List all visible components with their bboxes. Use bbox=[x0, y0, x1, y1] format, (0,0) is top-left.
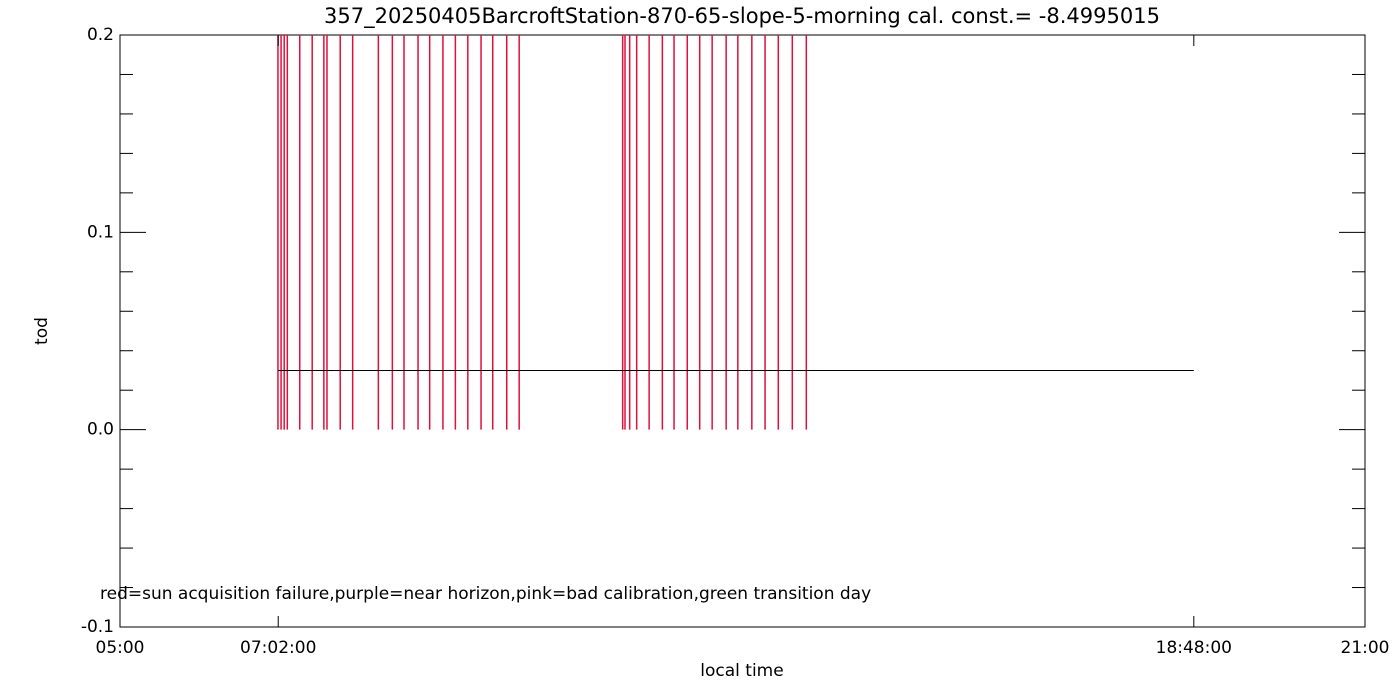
annotation: red=sun acquisition failure,purple=near … bbox=[100, 584, 871, 604]
x-tick-label: 07:02:00 bbox=[240, 638, 316, 658]
x-tick-label: 05:00 bbox=[96, 638, 145, 658]
y-axis-label: tod bbox=[32, 317, 52, 345]
y-tick-label: 0.0 bbox=[87, 420, 114, 440]
x-axis-label: local time bbox=[700, 661, 783, 681]
chart-title: 357_20250405BarcroftStation-870-65-slope… bbox=[324, 4, 1160, 29]
x-tick-label: 18:48:00 bbox=[1156, 638, 1232, 658]
x-tick-label: 21:00 bbox=[1341, 638, 1390, 658]
y-tick-label: -0.1 bbox=[81, 617, 114, 637]
y-tick-label: 0.2 bbox=[87, 25, 114, 45]
marks bbox=[277, 35, 1194, 430]
y-tick-label: 0.1 bbox=[87, 222, 114, 242]
plot-frame bbox=[119, 34, 1366, 628]
